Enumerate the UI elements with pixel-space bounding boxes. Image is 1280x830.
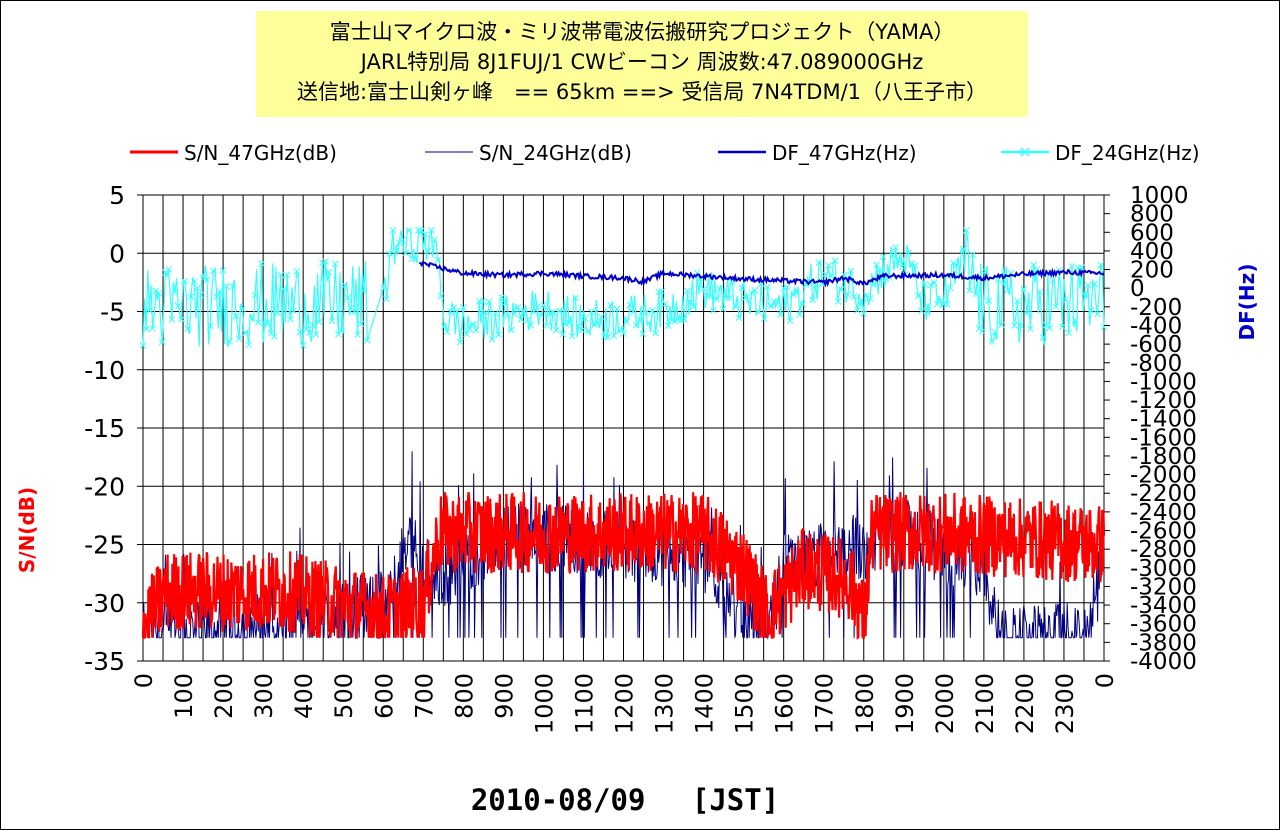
y2-axis-label: DF(Hz) (1235, 264, 1259, 341)
y2-tick-label: -800 (1130, 351, 1182, 377)
y2-tick-label: -600 (1130, 332, 1182, 358)
y2-tick-label: -3600 (1130, 612, 1197, 638)
data-point-df-24ghz (168, 315, 176, 323)
y-tick-label: 0 (109, 239, 125, 268)
y-axis-label: S/N(dB) (15, 487, 39, 573)
series-layer (139, 227, 1108, 640)
x-tick-label: 2000 (931, 673, 959, 734)
y-tick-label: -25 (84, 531, 125, 560)
y2-tick-label: -3400 (1130, 593, 1197, 619)
x-tick-label: 1300 (651, 673, 679, 734)
data-point-df-24ghz (1059, 323, 1066, 331)
x-tick-label: 2100 (971, 673, 999, 734)
y2-tick-label: 0 (1130, 276, 1145, 302)
x-tick-label: 1600 (771, 673, 799, 734)
chart-title-box: 富士山マイクロ波・ミリ波帯電波伝搬研究プロジェクト（YAMA） JARL特別局 … (256, 11, 1028, 117)
data-point-df-24ghz (479, 297, 486, 305)
y2-tick-label: -2800 (1130, 537, 1197, 563)
legend-label: S/N_24GHz(dB) (479, 141, 632, 165)
data-point-df-24ghz (1065, 329, 1073, 337)
x-tick-label: 2200 (1011, 673, 1039, 734)
x-tick-label: 800 (450, 673, 478, 719)
x-tick-label: 100 (170, 673, 198, 719)
y2-tick-label: -3800 (1130, 630, 1197, 656)
data-point-df-24ghz (219, 267, 227, 274)
x-tick-label: 2300 (1051, 673, 1079, 734)
chart-title-line-1: 富士山マイクロ波・ミリ波帯電波伝搬研究プロジェクト（YAMA） (329, 20, 955, 44)
y-tick-label: -15 (84, 414, 125, 443)
y-tick-label: -20 (84, 472, 125, 501)
x-tick-label: 1900 (891, 673, 919, 734)
y2-tick-label: -1200 (1130, 388, 1197, 414)
series-line-sn-47ghz (141, 491, 1106, 640)
x-tick-label: 1800 (851, 673, 879, 734)
data-point-df-24ghz (222, 283, 230, 290)
data-point-df-24ghz (216, 288, 224, 295)
chart-title-line-2: JARL特別局 8J1FUJ/1 CWビーコン 周波数:47.089000GHz (360, 50, 924, 74)
x-tick-label: 1400 (691, 673, 719, 734)
x-tick-label: 1000 (530, 673, 558, 734)
y2-tick-label: -2600 (1130, 519, 1197, 545)
data-point-df-24ghz (639, 330, 647, 338)
x-tick-label: 500 (330, 673, 358, 719)
y2-tick-label: 800 (1130, 202, 1174, 228)
x-tick-label: 0 (1091, 673, 1119, 688)
y2-tick-label: 1000 (1130, 183, 1189, 209)
data-point-df-24ghz (331, 260, 339, 268)
y2-tick-label: -3200 (1130, 574, 1197, 600)
series-line-df-47ghz (418, 260, 1105, 288)
y-tick-label: -10 (84, 356, 125, 385)
x-tick-label: 1700 (811, 673, 839, 734)
x-tick-label: 1200 (611, 673, 639, 734)
x-tick-label: 1500 (731, 673, 759, 734)
chart-title-line-3: 送信地:富士山剣ヶ峰 == 65km ==> 受信局 7N4TDM/1（八王子市… (296, 80, 988, 104)
x-tick-label: 200 (210, 673, 238, 719)
y-tick-label: -30 (84, 589, 125, 618)
legend: S/N_47GHz(dB) S/N_24GHz(dB) DF_47GHz(Hz) DF… (130, 141, 1200, 165)
y2-tick-label: -1400 (1130, 407, 1197, 433)
y2-tick-label: 200 (1130, 258, 1174, 284)
x-axis-label: 2010-08/09 [JST] (471, 783, 779, 817)
y2-tick-label: 600 (1130, 220, 1174, 246)
y2-tick-label: -1800 (1130, 444, 1197, 470)
y2-tick-label: -2400 (1130, 500, 1197, 526)
data-point-df-24ghz (277, 271, 285, 279)
data-point-df-24ghz (312, 331, 320, 338)
x-tick-label: 0 (130, 673, 158, 688)
y2-tick-label: -400 (1130, 313, 1182, 339)
x-tick-label: 900 (490, 673, 518, 719)
legend-label: S/N_47GHz(dB) (184, 141, 337, 165)
data-point-df-24ghz (969, 251, 977, 259)
axis-layer: 50-5-10-15-20-25-30-3510008006004002000-… (84, 181, 1197, 734)
y2-tick-label: -4000 (1130, 649, 1197, 675)
x-tick-label: 700 (410, 673, 438, 719)
y-tick-label: -35 (84, 647, 125, 676)
legend-marker (1020, 147, 1030, 157)
legend-label: DF_24GHz(Hz) (1055, 141, 1200, 165)
data-point-df-24ghz (194, 284, 201, 292)
x-tick-label: 300 (250, 673, 278, 719)
x-tick-label: 600 (370, 673, 398, 719)
legend-label: DF_47GHz(Hz) (772, 141, 917, 165)
y-tick-label: -5 (100, 298, 125, 327)
series-line-df-24ghz (142, 228, 1105, 348)
y2-tick-label: -1000 (1130, 369, 1197, 395)
y2-tick-label: -200 (1130, 295, 1182, 321)
data-point-df-24ghz (254, 318, 262, 326)
y2-tick-label: -3000 (1130, 556, 1197, 582)
data-point-df-24ghz (315, 318, 323, 325)
x-tick-label: 400 (290, 673, 318, 719)
y2-tick-label: -2200 (1130, 481, 1197, 507)
data-point-df-24ghz (357, 320, 365, 328)
y-tick-label: 5 (109, 181, 125, 210)
y2-tick-label: -2000 (1130, 463, 1197, 489)
y2-tick-label: -1600 (1130, 425, 1197, 451)
x-tick-label: 1100 (570, 673, 598, 734)
y2-tick-label: 400 (1130, 239, 1174, 265)
